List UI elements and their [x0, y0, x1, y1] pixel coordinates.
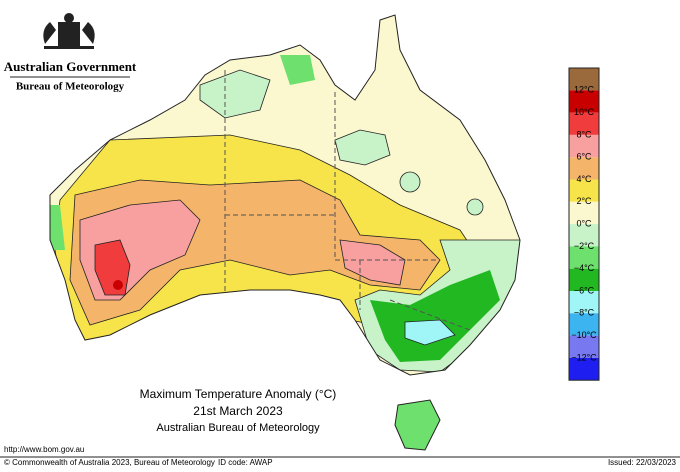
- agency: Bureau of Meteorology: [16, 81, 125, 93]
- legend-label: 2°C: [576, 196, 592, 206]
- legend-swatch: [569, 291, 599, 314]
- legend-swatch: [569, 90, 599, 113]
- legend-swatch: [569, 68, 599, 91]
- legend-label: −4°C: [574, 263, 595, 273]
- legend-swatch: [569, 112, 599, 135]
- government: Australian Government: [4, 59, 137, 74]
- legend-swatch: [569, 335, 599, 358]
- footer-issued: Issued: 22/03/2023: [608, 458, 677, 467]
- legend-label: −8°C: [574, 308, 595, 318]
- legend-swatch: [569, 268, 599, 291]
- legend-swatch: [569, 224, 599, 247]
- legend-swatch: [569, 357, 599, 381]
- legend-swatch: [569, 313, 599, 336]
- legend-swatch: [569, 134, 599, 158]
- map-source: Australian Bureau of Meteorology: [156, 422, 320, 434]
- footer-id: ID code: AWAP: [218, 458, 273, 467]
- legend-label: −6°C: [574, 285, 595, 295]
- legend-swatch: [569, 157, 599, 180]
- state-borders: [224, 70, 471, 331]
- legend-label: 10°C: [574, 107, 595, 117]
- legend-label: 4°C: [576, 174, 592, 184]
- legend-frame: [568, 67, 600, 381]
- map-date: 21st March 2023: [193, 404, 283, 418]
- legend-label: 8°C: [576, 129, 592, 139]
- legend-swatch: [569, 179, 599, 202]
- legend-label: −12°C: [571, 352, 597, 362]
- legend-label: 12°C: [574, 85, 595, 95]
- coat-of-arms: [43, 13, 95, 49]
- legend-label: 0°C: [576, 218, 592, 228]
- legend-label: −2°C: [574, 241, 595, 251]
- legend-label: −10°C: [571, 330, 597, 340]
- legend-swatch: [569, 246, 599, 269]
- map-title: Maximum Temperature Anomaly (°C): [140, 387, 337, 401]
- legend-label: 6°C: [576, 152, 592, 162]
- legend: 12°C 10°C 8°C 6°C 4°C 2°C 0°C −2°C −4°C −6°C −8°C −…: [568, 67, 600, 381]
- legend-swatch: [569, 201, 599, 225]
- tasmania: [394, 399, 441, 451]
- footer-copyright: © Commonwealth of Australia 2023, Bureau…: [4, 458, 215, 467]
- footer-url: http://www.bom.gov.au: [4, 445, 84, 454]
- coastline: [49, 14, 521, 376]
